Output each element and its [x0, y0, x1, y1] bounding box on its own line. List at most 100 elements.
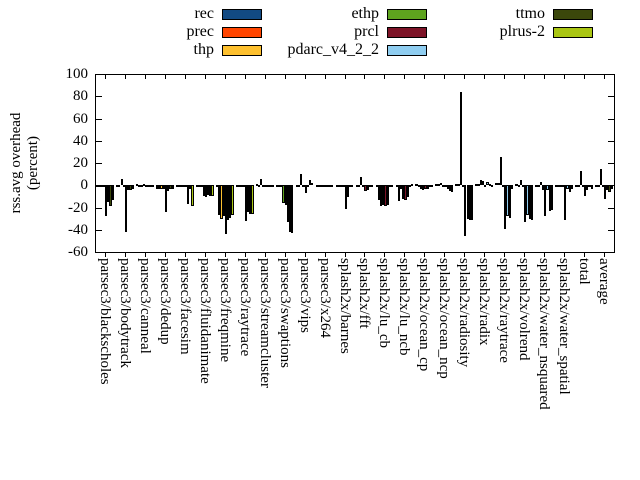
bar-prec-parsec3/dedup [158, 185, 161, 189]
bar-rec-splash2x/raytrace [495, 183, 498, 186]
x-tick-label: parsec3/canneal [136, 258, 153, 354]
x-tick-mark-top [464, 75, 466, 79]
bar-ethp-splash2x/water_spatial [561, 185, 565, 188]
x-tick-mark-bottom [384, 253, 386, 257]
x-tick-mark-bottom [444, 253, 446, 257]
bar-ttmo-parsec3/bodytrack [129, 185, 132, 190]
bar-ethp-parsec3/dedup [162, 185, 165, 189]
bar-prcl-splash2x/ocean_cp [424, 185, 427, 189]
bar-thp-parsec3/vips [300, 174, 303, 186]
y-tick-mark [96, 229, 102, 231]
y-axis-title: rss.avg overhead (percent) [8, 53, 42, 273]
bar-ethp-total [581, 185, 585, 188]
x-tick-mark-bottom [184, 253, 186, 257]
bar-rec-parsec3/raytrace [235, 185, 239, 188]
bar-ttmo-splash2x/radix [488, 184, 491, 187]
bar-ttmo-parsec3/blackscholes [109, 185, 112, 207]
bar-rec-parsec3/vips [295, 185, 298, 188]
bar-prec-splash2x/ocean_ncp [437, 184, 440, 187]
y-tick-mark-right [608, 96, 614, 98]
bar-ethp-parsec3/blackscholes [102, 185, 105, 188]
bar-prec-splash2x/lu_ncb [397, 185, 400, 201]
bar-thp-splash2x/water_nsquared [539, 181, 542, 186]
bar-ethp-splash2x/lu_ncb [402, 185, 405, 199]
bar-thp-average [599, 168, 602, 186]
bar-ttmo-parsec3/dedup [169, 185, 172, 189]
bar-plrus-2-parsec3/bodytrack [131, 185, 134, 189]
bar-prec-splash2x/ocean_cp [417, 185, 420, 188]
bar-prcl-splash2x/radix [484, 185, 487, 188]
bar-rec-parsec3/fluidanimate [195, 185, 199, 188]
x-tick-mark-bottom [364, 253, 366, 257]
x-tick-mark-bottom [244, 253, 246, 257]
x-tick-label: average [596, 258, 613, 305]
x-tick-mark-bottom [304, 253, 306, 257]
bar-plrus-2-parsec3/freqmine [231, 185, 234, 216]
bar-thp-total [579, 170, 582, 186]
bar-thp-splash2x/fft [360, 177, 363, 186]
bar-plrus-2-parsec3/raytrace [251, 185, 254, 215]
bar-prcl-splash2x/lu_ncb [404, 185, 407, 200]
x-tick-mark-bottom [464, 253, 466, 257]
y-axis-title-line1: rss.avg overhead [8, 112, 24, 214]
bar-thp-parsec3/fluidanimate [200, 185, 203, 188]
bar-pdarc_v4_2_2-parsec3/fluidanimate [207, 185, 210, 196]
y-tick-label: 0 [80, 177, 89, 194]
bar-ttmo-splash2x/volrend [528, 185, 531, 219]
x-tick-label: total [576, 258, 593, 285]
bar-prec-splash2x/raytrace [497, 183, 500, 186]
bar-plrus-2-parsec3/streamcluster [271, 185, 274, 188]
bar-pdarc_v4_2_2-splash2x/raytrace [506, 185, 509, 217]
x-tick-mark-bottom [344, 253, 346, 257]
bar-pdarc_v4_2_2-splash2x/fft [366, 185, 369, 190]
bar-thp-parsec3/dedup [160, 185, 163, 189]
bar-thp-splash2x/raytrace [499, 157, 502, 186]
bar-rec-splash2x/water_nsquared [535, 185, 538, 188]
plot-border-right [614, 74, 615, 252]
bar-prec-splash2x/volrend [517, 185, 520, 188]
bar-ttmo-parsec3/vips [309, 179, 312, 186]
bar-ethp-parsec3/bodytrack [122, 185, 125, 188]
bar-thp-parsec3/blackscholes [100, 185, 103, 188]
bar-pdarc_v4_2_2-parsec3/blackscholes [107, 185, 110, 202]
bar-ethp-parsec3/facesim [182, 185, 185, 188]
bar-prcl-parsec3/dedup [164, 185, 168, 212]
bar-prec-parsec3/streamcluster [258, 185, 261, 188]
y-tick-label: -20 [68, 199, 88, 216]
bar-ethp-parsec3/x264 [322, 185, 325, 188]
legend-label-rec: rec [194, 5, 214, 22]
x-tick-label: parsec3/fluidanimate [196, 258, 213, 384]
legend-swatch-prec [222, 27, 262, 38]
x-tick-mark-top [484, 75, 486, 79]
bar-prec-parsec3/vips [297, 185, 301, 188]
bar-thp-parsec3/canneal [140, 185, 143, 188]
bar-plrus-2-splash2x/water_nsquared [550, 185, 553, 210]
bar-thp-splash2x/lu_cb [380, 185, 383, 207]
bar-prcl-parsec3/fluidanimate [204, 185, 207, 198]
bar-plrus-2-splash2x/barnes [351, 185, 354, 188]
bar-thp-parsec3/x264 [320, 185, 323, 188]
bar-ttmo-parsec3/x264 [328, 185, 332, 188]
bar-rec-splash2x/barnes [335, 185, 338, 188]
plot-border-left [95, 74, 96, 252]
bar-ethp-splash2x/water_nsquared [541, 185, 545, 190]
bar-ethp-parsec3/raytrace [242, 185, 245, 188]
bar-prec-splash2x/water_spatial [557, 185, 560, 188]
bar-prcl-parsec3/vips [304, 185, 307, 194]
y-tick-mark [96, 163, 102, 164]
bar-prcl-splash2x/raytrace [504, 185, 507, 229]
legend-label-ethp: ethp [351, 5, 379, 22]
bar-pdarc_v4_2_2-splash2x/volrend [526, 185, 529, 216]
legend-label-prcl: prcl [354, 23, 379, 40]
y-tick-mark-right [608, 140, 614, 142]
bar-ttmo-splash2x/ocean_cp [428, 185, 431, 188]
bar-ethp-splash2x/radiosity [462, 185, 465, 188]
bar-prcl-splash2x/radiosity [464, 185, 467, 237]
bar-prec-parsec3/facesim [178, 185, 181, 188]
bar-rec-total [575, 185, 578, 188]
x-tick-label: splash2x/water_spatial [556, 258, 573, 395]
x-tick-mark-bottom [604, 253, 606, 257]
bar-ethp-splash2x/raytrace [501, 185, 505, 188]
bar-ttmo-splash2x/radiosity [468, 185, 471, 220]
